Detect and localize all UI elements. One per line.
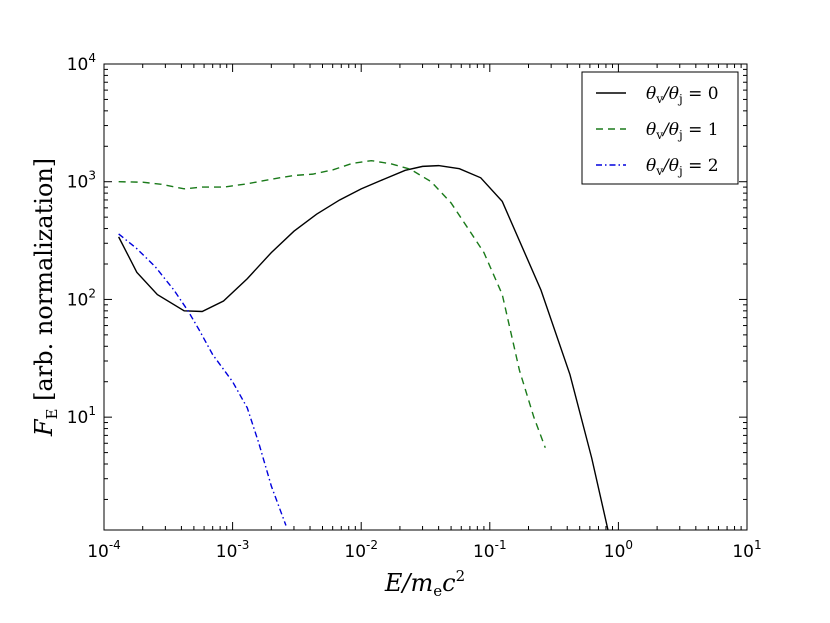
y-tick-label: 102 xyxy=(67,286,96,310)
y-tick-label: 103 xyxy=(67,169,96,193)
tick-layer: 10-4 10-3 10-2 10-1 100 101 101 102 103 104 xyxy=(67,51,762,562)
x-tick-label: 101 xyxy=(732,538,761,562)
series-line-1 xyxy=(118,159,546,448)
legend-label-2: θv/θj = 2 xyxy=(646,156,719,178)
legend-label-1: θv/θj = 1 xyxy=(646,120,719,142)
x-tick-label: 100 xyxy=(604,538,633,562)
x-tick-label: 10-3 xyxy=(216,538,250,562)
legend: θv/θj = 0 θv/θj = 1 θv/θj = 2 xyxy=(581,71,739,185)
legend-label-0: θv/θj = 0 xyxy=(646,84,719,106)
x-tick-label: 10-1 xyxy=(473,538,507,562)
series-line-2 xyxy=(118,233,287,526)
y-tick-label: 101 xyxy=(67,404,96,428)
y-tick-label: 104 xyxy=(67,51,96,75)
series-line-0 xyxy=(118,164,609,531)
series-layer xyxy=(118,159,609,531)
x-axis-title: E/mec2 xyxy=(384,567,465,600)
plot-frame xyxy=(103,63,748,531)
legend-box xyxy=(581,71,739,185)
y-axis-title: FE [arb. normalization] xyxy=(30,158,61,437)
x-tick-label: 10-4 xyxy=(87,538,121,562)
x-tick-label: 10-2 xyxy=(344,538,378,562)
